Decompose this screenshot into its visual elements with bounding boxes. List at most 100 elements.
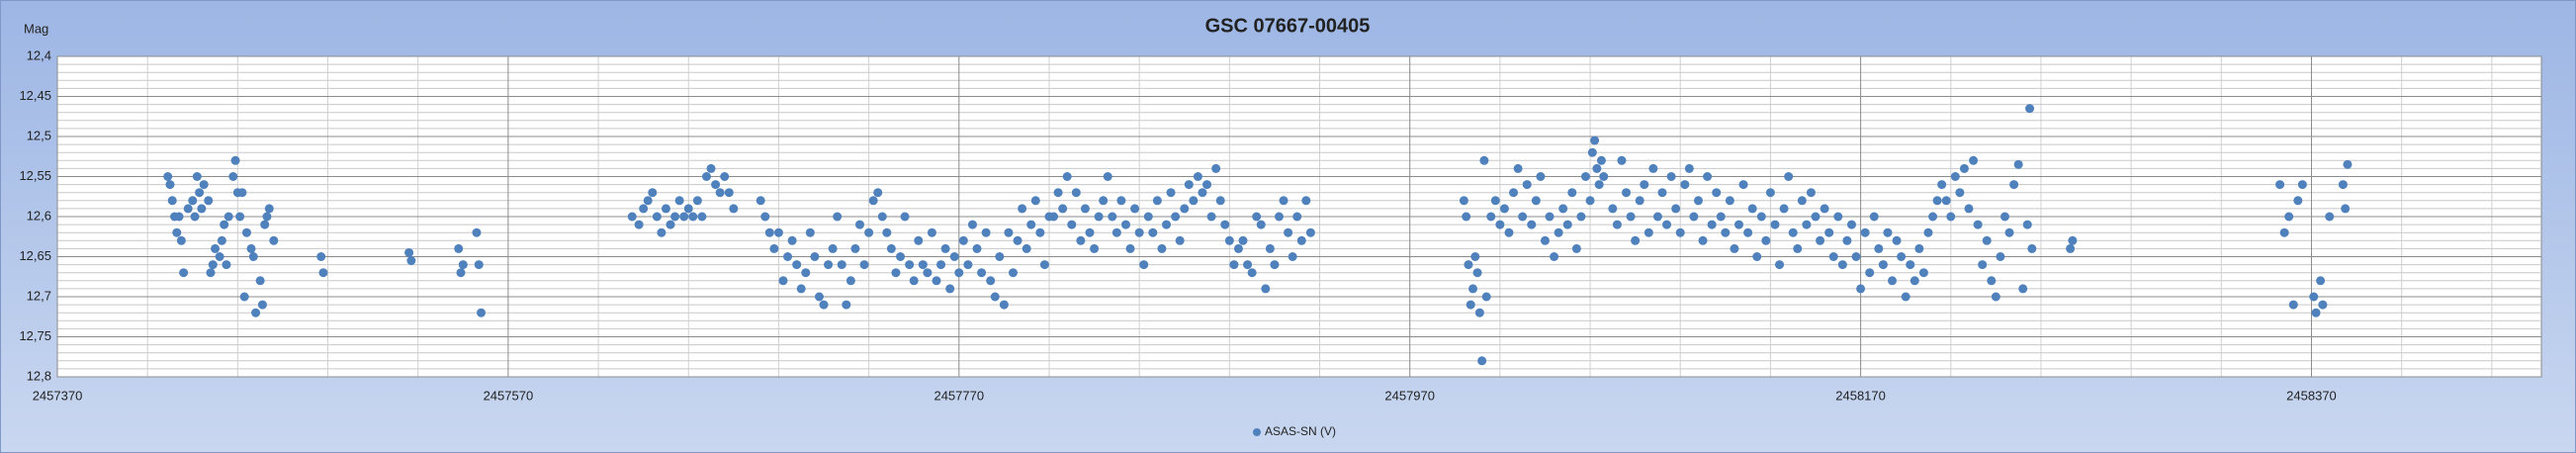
data-point <box>215 252 224 261</box>
data-point <box>900 212 910 222</box>
data-point <box>1969 155 1979 165</box>
data-point <box>886 243 896 253</box>
data-point <box>456 268 466 278</box>
data-point <box>769 243 779 253</box>
data-point <box>2018 284 2028 294</box>
data-point <box>1865 268 1875 278</box>
data-point <box>237 188 247 198</box>
data-point <box>701 172 711 181</box>
data-point <box>1901 292 1910 302</box>
data-point <box>1689 212 1699 222</box>
data-point <box>165 180 175 190</box>
data-point <box>1918 268 1928 278</box>
data-point <box>1080 204 1090 214</box>
data-point <box>1198 188 1207 198</box>
data-point <box>1816 235 1825 245</box>
data-point <box>316 252 326 261</box>
data-point <box>269 235 279 245</box>
data-point <box>1923 227 1933 237</box>
data-point <box>1157 243 1167 253</box>
data-point <box>1784 172 1794 181</box>
data-point <box>1941 196 1951 206</box>
data-point <box>954 268 964 278</box>
data-point <box>1477 356 1487 366</box>
data-point <box>2293 196 2303 206</box>
data-point <box>1139 260 1149 270</box>
data-point <box>1914 243 1924 253</box>
data-point <box>208 260 218 270</box>
data-point <box>262 212 272 222</box>
data-point <box>1474 308 1484 317</box>
y-tick-label: 12,8 <box>27 368 51 383</box>
data-point <box>1648 163 1658 173</box>
data-point <box>1567 188 1577 198</box>
data-point <box>1162 220 1172 229</box>
data-point <box>1468 284 1478 294</box>
data-point <box>406 256 416 266</box>
data-point <box>2341 204 2351 214</box>
data-point <box>1462 212 1471 222</box>
data-point <box>1580 172 1590 181</box>
data-point <box>1842 235 1852 245</box>
data-point <box>1869 212 1879 222</box>
data-point <box>1730 243 1739 253</box>
data-point <box>1991 292 2000 302</box>
data-point <box>977 268 987 278</box>
data-point <box>241 227 251 237</box>
y-tick-label: 12,55 <box>19 168 51 183</box>
data-point <box>1626 212 1636 222</box>
data-point <box>1703 172 1713 181</box>
data-point <box>1721 227 1731 237</box>
data-point <box>1707 220 1717 229</box>
data-point <box>174 212 184 222</box>
data-point <box>824 260 834 270</box>
data-point <box>999 300 1009 310</box>
data-point <box>1587 147 1597 157</box>
data-point <box>1233 243 1243 253</box>
data-point <box>990 292 1000 302</box>
data-point <box>2297 180 2307 190</box>
data-point <box>1558 204 1568 214</box>
data-point <box>1752 252 1762 261</box>
data-point <box>706 163 716 173</box>
data-point <box>1270 260 1280 270</box>
x-tick-label: 2457570 <box>484 388 534 403</box>
data-point <box>1684 163 1694 173</box>
data-point <box>2068 235 2078 245</box>
data-point <box>1004 227 1014 237</box>
data-point <box>1788 227 1798 237</box>
data-point <box>1215 196 1225 206</box>
data-point <box>1531 196 1541 206</box>
data-point <box>223 212 233 222</box>
data-point <box>1596 155 1606 165</box>
data-point <box>179 268 189 278</box>
data-point <box>697 212 707 222</box>
legend-label: ASAS-SN (V) <box>1265 424 1336 438</box>
data-point <box>1527 220 1537 229</box>
data-point <box>1247 268 1257 278</box>
data-point <box>1279 196 1288 206</box>
data-point <box>1085 227 1095 237</box>
data-point <box>1802 220 1812 229</box>
data-point <box>474 260 484 270</box>
data-point <box>217 235 226 245</box>
data-point <box>2022 220 2032 229</box>
data-point <box>1793 243 1803 253</box>
data-point <box>477 308 487 317</box>
data-point <box>1053 188 1063 198</box>
data-point <box>995 252 1005 261</box>
data-point <box>643 196 653 206</box>
data-point <box>1747 204 1757 214</box>
data-point <box>260 220 270 229</box>
data-point <box>1301 196 1311 206</box>
data-point <box>1738 180 1748 190</box>
data-point <box>1206 212 1216 222</box>
data-point <box>1860 227 1870 237</box>
data-point <box>720 172 730 181</box>
y-tick-label: 12,65 <box>19 248 51 263</box>
data-point <box>1950 172 1960 181</box>
data-point <box>192 172 202 181</box>
data-point <box>1946 212 1956 222</box>
data-point <box>1671 204 1681 214</box>
y-tick-label: 12,4 <box>27 47 51 62</box>
